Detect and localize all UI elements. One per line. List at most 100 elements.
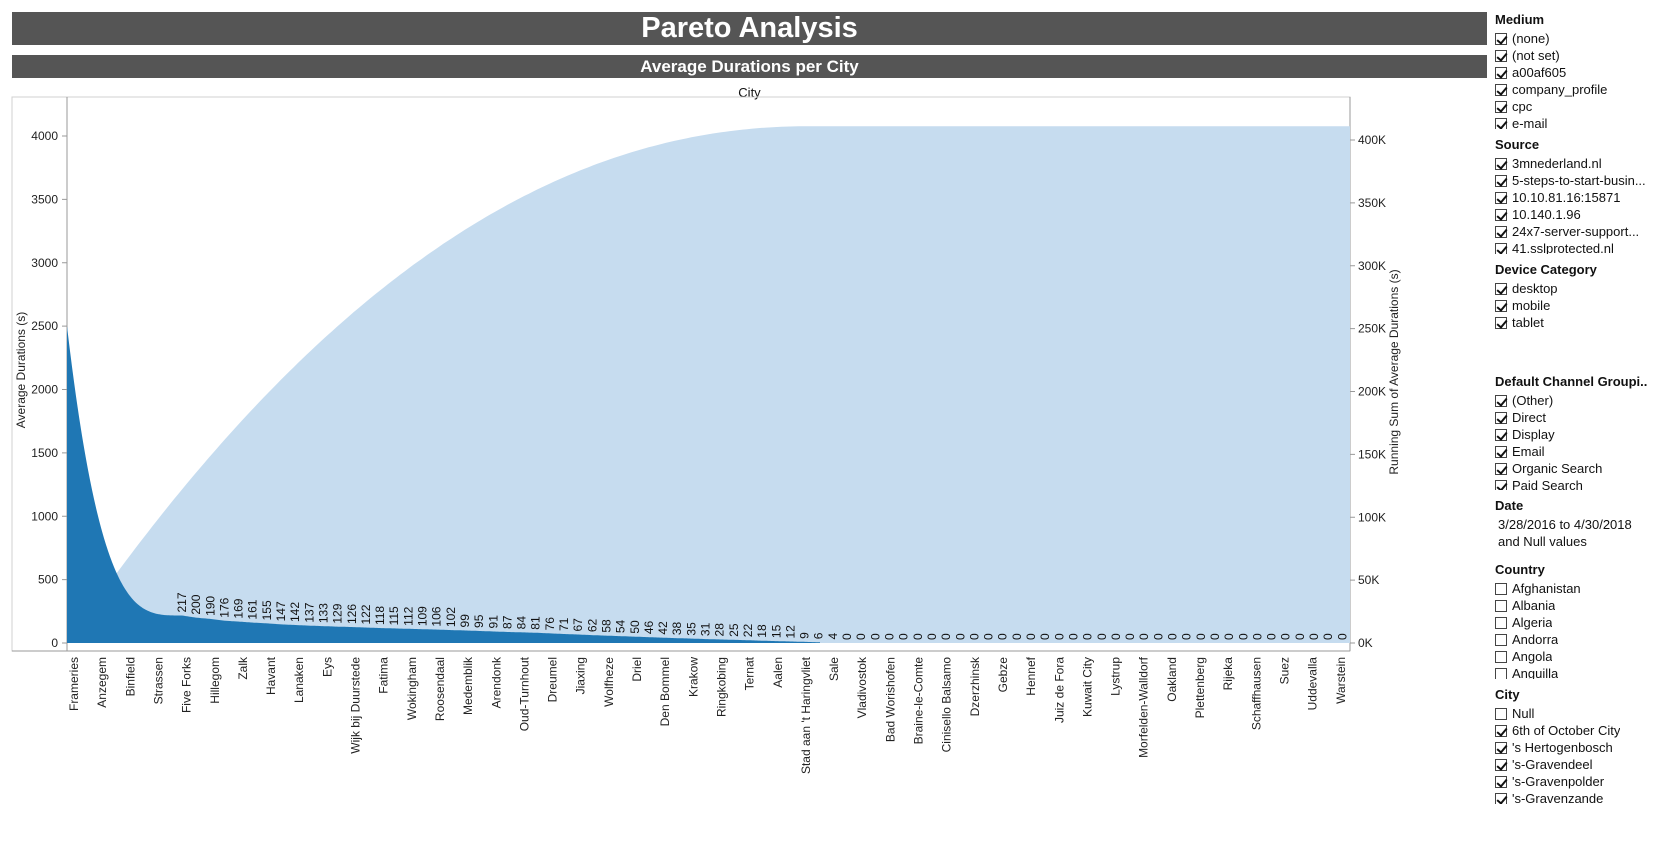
checkbox[interactable] xyxy=(1495,242,1507,254)
checkbox[interactable] xyxy=(1495,299,1507,312)
checkbox[interactable] xyxy=(1495,724,1507,737)
data-label: 102 xyxy=(444,607,458,627)
filter-option[interactable]: 3mnederland.nl xyxy=(1495,155,1655,172)
checkbox[interactable] xyxy=(1495,100,1507,113)
filter-option[interactable]: (none) xyxy=(1495,30,1655,47)
data-label: 91 xyxy=(486,615,500,629)
checkbox[interactable] xyxy=(1495,411,1507,424)
filter-option[interactable]: (not set) xyxy=(1495,47,1655,64)
checkbox[interactable] xyxy=(1495,599,1507,612)
x-category-label: Jiaxing xyxy=(574,657,588,694)
filter-option[interactable]: Angola xyxy=(1495,648,1655,665)
checkbox[interactable] xyxy=(1495,49,1507,62)
filter-option[interactable]: cpc xyxy=(1495,98,1655,115)
filter-device-category: Device Category desktop mobile tablet xyxy=(1495,262,1655,332)
data-label: 0 xyxy=(1321,633,1335,640)
checkbox[interactable] xyxy=(1495,208,1507,221)
filter-option[interactable]: mobile xyxy=(1495,297,1655,314)
x-category-label: Schaffhausen xyxy=(1249,657,1263,730)
checkbox[interactable] xyxy=(1495,792,1507,804)
filter-option[interactable]: 5-steps-to-start-busin... xyxy=(1495,172,1655,189)
checkbox[interactable] xyxy=(1495,225,1507,238)
x-category-label: Morfelden-Walldorf xyxy=(1137,656,1151,758)
x-category-label: Oud-Turnhout xyxy=(517,656,531,731)
checkbox[interactable] xyxy=(1495,650,1507,663)
filter-option[interactable]: 10.10.81.16:15871 xyxy=(1495,189,1655,206)
x-category-label: Zalk xyxy=(236,656,250,680)
filter-option[interactable]: Algeria xyxy=(1495,614,1655,631)
filter-option[interactable]: 's-Gravendeel xyxy=(1495,756,1655,773)
filter-default-channel-grouping: Default Channel Groupi.. (Other) Direct Dis… xyxy=(1495,374,1655,490)
checkbox[interactable] xyxy=(1495,479,1507,490)
filter-option[interactable]: a00af605 xyxy=(1495,64,1655,81)
checkbox[interactable] xyxy=(1495,758,1507,771)
chart-subtitle: Average Durations per City xyxy=(12,55,1487,78)
filter-option[interactable]: (Other) xyxy=(1495,392,1655,409)
filter-option-label: Anguilla xyxy=(1512,666,1559,679)
data-label: 0 xyxy=(982,633,996,640)
filter-option[interactable]: tablet xyxy=(1495,314,1655,331)
filter-option[interactable]: Null xyxy=(1495,705,1655,722)
data-label: 0 xyxy=(939,633,953,640)
date-range-line1[interactable]: 3/28/2016 to 4/30/2018 xyxy=(1498,517,1632,532)
filter-option[interactable]: Albania xyxy=(1495,597,1655,614)
filter-option[interactable]: 41.sslprotected.nl xyxy=(1495,240,1655,254)
checkbox[interactable] xyxy=(1495,174,1507,187)
filter-option[interactable]: desktop xyxy=(1495,280,1655,297)
filter-option-label: e-mail xyxy=(1512,116,1548,129)
data-label: 0 xyxy=(1137,633,1151,640)
filter-option[interactable]: e-mail xyxy=(1495,115,1655,129)
filter-option[interactable]: 24x7-server-support... xyxy=(1495,223,1655,240)
checkbox[interactable] xyxy=(1495,282,1507,295)
data-label: 0 xyxy=(1024,633,1038,640)
y-tick-label: 0 xyxy=(51,636,58,650)
checkbox[interactable] xyxy=(1495,316,1507,329)
filter-option[interactable]: Afghanistan xyxy=(1495,580,1655,597)
x-category-label: Hennef xyxy=(1024,656,1038,695)
filter-option[interactable]: Anguilla xyxy=(1495,665,1655,679)
filter-option[interactable]: company_profile xyxy=(1495,81,1655,98)
checkbox[interactable] xyxy=(1495,66,1507,79)
filter-option[interactable]: Direct xyxy=(1495,409,1655,426)
checkbox[interactable] xyxy=(1495,117,1507,129)
checkbox[interactable] xyxy=(1495,157,1507,170)
data-label: 0 xyxy=(1066,633,1080,640)
x-category-label: Frameries xyxy=(67,657,81,711)
checkbox[interactable] xyxy=(1495,83,1507,96)
y-tick-label: 1000 xyxy=(31,509,58,523)
data-label: 106 xyxy=(430,606,444,626)
data-label: 169 xyxy=(232,598,246,618)
checkbox[interactable] xyxy=(1495,191,1507,204)
data-label: 190 xyxy=(203,596,217,616)
checkbox[interactable] xyxy=(1495,775,1507,788)
filter-option[interactable]: Andorra xyxy=(1495,631,1655,648)
filter-option-label: 41.sslprotected.nl xyxy=(1512,241,1614,254)
filter-option[interactable]: 6th of October City xyxy=(1495,722,1655,739)
date-range-line2: and Null values xyxy=(1498,534,1587,548)
checkbox[interactable] xyxy=(1495,428,1507,441)
checkbox[interactable] xyxy=(1495,707,1507,720)
filter-option[interactable]: 10.140.1.96 xyxy=(1495,206,1655,223)
checkbox[interactable] xyxy=(1495,616,1507,629)
x-category-label: Ringkobing xyxy=(714,657,728,717)
filter-option[interactable]: Display xyxy=(1495,426,1655,443)
checkbox[interactable] xyxy=(1495,741,1507,754)
filter-option[interactable]: 's-Gravenpolder xyxy=(1495,773,1655,790)
filter-option[interactable]: Organic Search xyxy=(1495,460,1655,477)
data-label: 126 xyxy=(345,604,359,624)
checkbox[interactable] xyxy=(1495,32,1507,45)
checkbox[interactable] xyxy=(1495,633,1507,646)
filter-option[interactable]: Email xyxy=(1495,443,1655,460)
x-category-label: Sale xyxy=(827,657,841,681)
checkbox[interactable] xyxy=(1495,462,1507,475)
y-tick-label: 2000 xyxy=(31,383,58,397)
x-category-label: Den Bommel xyxy=(658,657,672,726)
filter-option[interactable]: 's Hertogenbosch xyxy=(1495,739,1655,756)
checkbox[interactable] xyxy=(1495,394,1507,407)
checkbox[interactable] xyxy=(1495,445,1507,458)
column-header-label: City xyxy=(738,85,761,100)
filter-option[interactable]: 's-Gravenzande xyxy=(1495,790,1655,804)
filter-option[interactable]: Paid Search xyxy=(1495,477,1655,490)
checkbox[interactable] xyxy=(1495,667,1507,679)
checkbox[interactable] xyxy=(1495,582,1507,595)
